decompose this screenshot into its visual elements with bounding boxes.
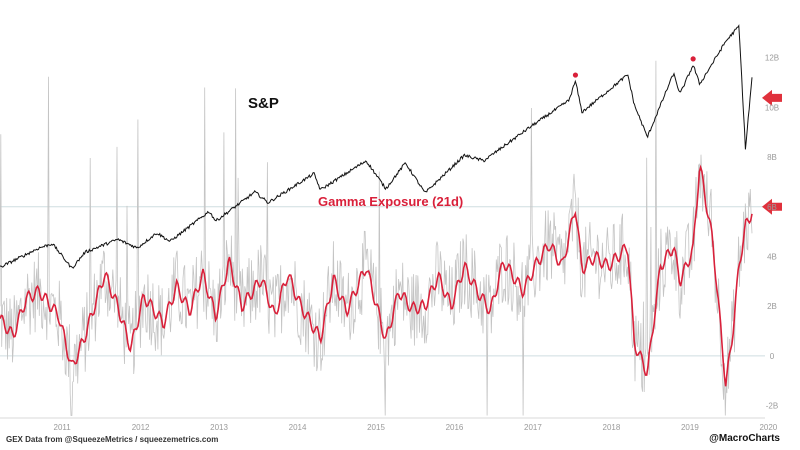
x-tick-label-2013: 2013 bbox=[210, 423, 228, 432]
y-tick-label-4: 6B bbox=[767, 203, 777, 212]
y-tick-label-3: 4B bbox=[767, 252, 777, 261]
raw-gex-line bbox=[0, 60, 753, 416]
series-label-gamma-exposure: Gamma Exposure (21d) bbox=[318, 194, 463, 209]
gex-level-arrow bbox=[762, 198, 782, 215]
y-tick-label-0: -2B bbox=[766, 402, 778, 411]
peak-marker-0 bbox=[572, 72, 579, 78]
x-tick-label-2011: 2011 bbox=[54, 423, 72, 432]
y-tick-label-7: 12B bbox=[765, 54, 779, 63]
sp-level-arrow bbox=[762, 89, 782, 106]
x-tick-label-2015: 2015 bbox=[367, 423, 385, 432]
x-tick-label-2012: 2012 bbox=[132, 423, 150, 432]
peak-marker-1 bbox=[690, 56, 696, 62]
x-tick-label-2018: 2018 bbox=[603, 423, 621, 432]
x-tick-label-2014: 2014 bbox=[289, 423, 307, 432]
series-layer bbox=[0, 24, 753, 387]
footer-source: GEX Data from @SqueezeMetrics / squeezem… bbox=[6, 435, 219, 444]
x-tick-label-2019: 2019 bbox=[681, 423, 699, 432]
y-tick-label-1: 0 bbox=[770, 352, 775, 361]
y-tick-label-2: 2B bbox=[767, 302, 777, 311]
series-line-sp bbox=[0, 24, 753, 269]
axis-layer: 2011 2012 2013 2014 2015 2016 2017 2018 2019 2020… bbox=[0, 54, 779, 432]
series-line-gamma-exposure bbox=[0, 164, 753, 387]
footer-credit: @MacroCharts bbox=[709, 433, 780, 444]
x-tick-label-2016: 2016 bbox=[446, 423, 464, 432]
y-tick-label-5: 8B bbox=[767, 153, 777, 162]
series-label-sp: S&P bbox=[248, 95, 279, 112]
raw-gex-layer bbox=[0, 60, 753, 416]
y-tick-label-6: 10B bbox=[765, 103, 779, 112]
markers-layer bbox=[572, 56, 782, 215]
x-tick-label-2020: 2020 bbox=[759, 423, 777, 432]
x-tick-label-2017: 2017 bbox=[524, 423, 542, 432]
labels-layer: S&P Gamma Exposure (21d) bbox=[248, 95, 463, 209]
